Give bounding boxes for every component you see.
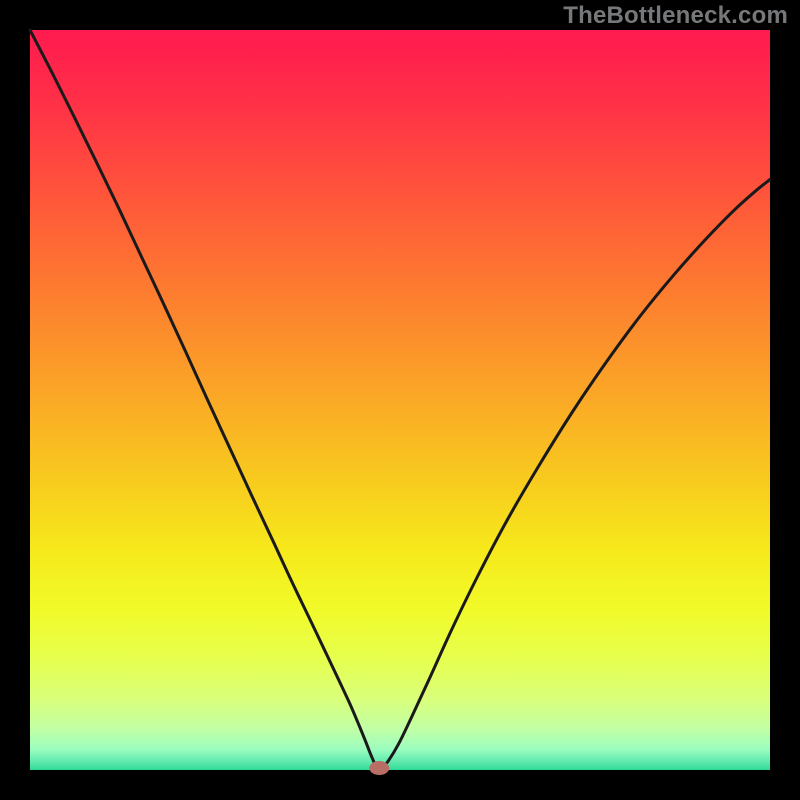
- chart-svg: [0, 0, 800, 800]
- watermark-text: TheBottleneck.com: [563, 2, 788, 30]
- chart-container: TheBottleneck.com: [0, 0, 800, 800]
- optimum-marker: [369, 761, 389, 775]
- gradient-background: [30, 30, 770, 770]
